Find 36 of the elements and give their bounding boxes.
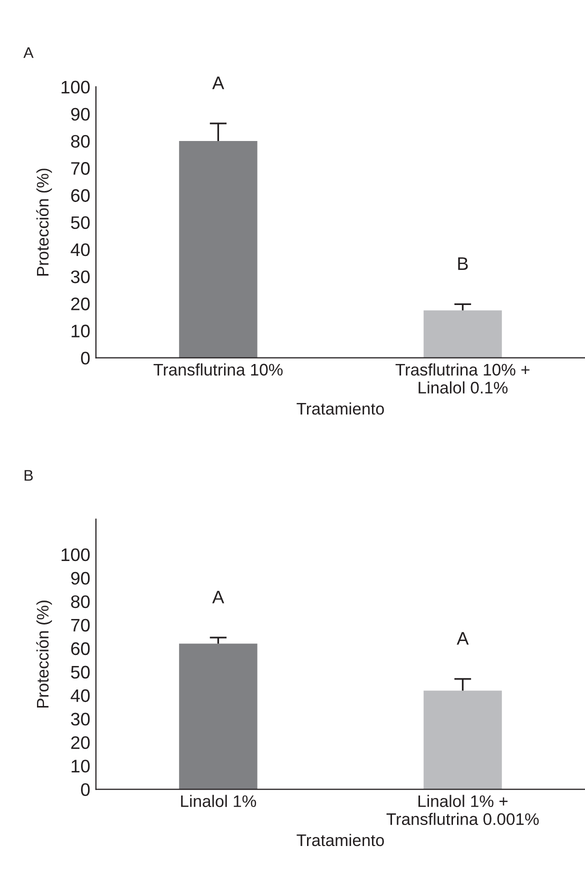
y-tick-label: 50 — [71, 666, 90, 679]
x-tick-label: Linalol 1% — [181, 794, 256, 808]
y-tick-label: 70 — [71, 618, 90, 632]
y-tick-label: 80 — [71, 595, 90, 608]
y-axis-title: Protección (%) — [36, 600, 52, 708]
y-tick-label: 50 — [71, 216, 90, 230]
y-tick-label: 10 — [72, 760, 90, 773]
annotation: A — [456, 632, 469, 645]
y-tick-label: 70 — [71, 162, 90, 175]
y-axis-title: Protección (%) — [36, 168, 52, 276]
x-axis-title: Tratamiento — [296, 402, 384, 415]
annotation: A — [212, 590, 224, 604]
x-axis-title: Tratamiento — [296, 834, 384, 846]
y-tick-label: 30 — [70, 270, 90, 284]
y-tick-label: 40 — [70, 243, 90, 256]
y-tick-label: 20 — [71, 736, 90, 750]
y-tick-label: 60 — [71, 642, 90, 656]
annotation: B — [458, 257, 468, 270]
x-tick-label: Trasflutrina 10% + Linalol 0.1% — [396, 363, 530, 394]
y-tick-label: 90 — [71, 108, 90, 121]
annotation: A — [212, 76, 224, 90]
y-tick-label: 0 — [81, 352, 90, 365]
chart-title: A — [23, 47, 34, 58]
y-tick-label: 90 — [71, 572, 90, 585]
y-tick-label: 0 — [81, 783, 90, 796]
chart-title: B — [24, 470, 33, 481]
x-tick-label: Linalol 1% + Transflutrina 0.001% — [386, 794, 539, 826]
y-tick-label: 10 — [72, 324, 90, 338]
y-tick-label: 60 — [71, 189, 90, 202]
x-tick-label: Transflutrina 10% — [154, 363, 283, 376]
y-tick-label: 100 — [62, 80, 90, 94]
y-tick-label: 30 — [70, 712, 90, 726]
y-tick-label: 80 — [71, 134, 90, 148]
y-tick-label: 100 — [62, 548, 90, 562]
y-tick-label: 20 — [71, 298, 90, 310]
y-tick-label: 40 — [70, 689, 90, 702]
